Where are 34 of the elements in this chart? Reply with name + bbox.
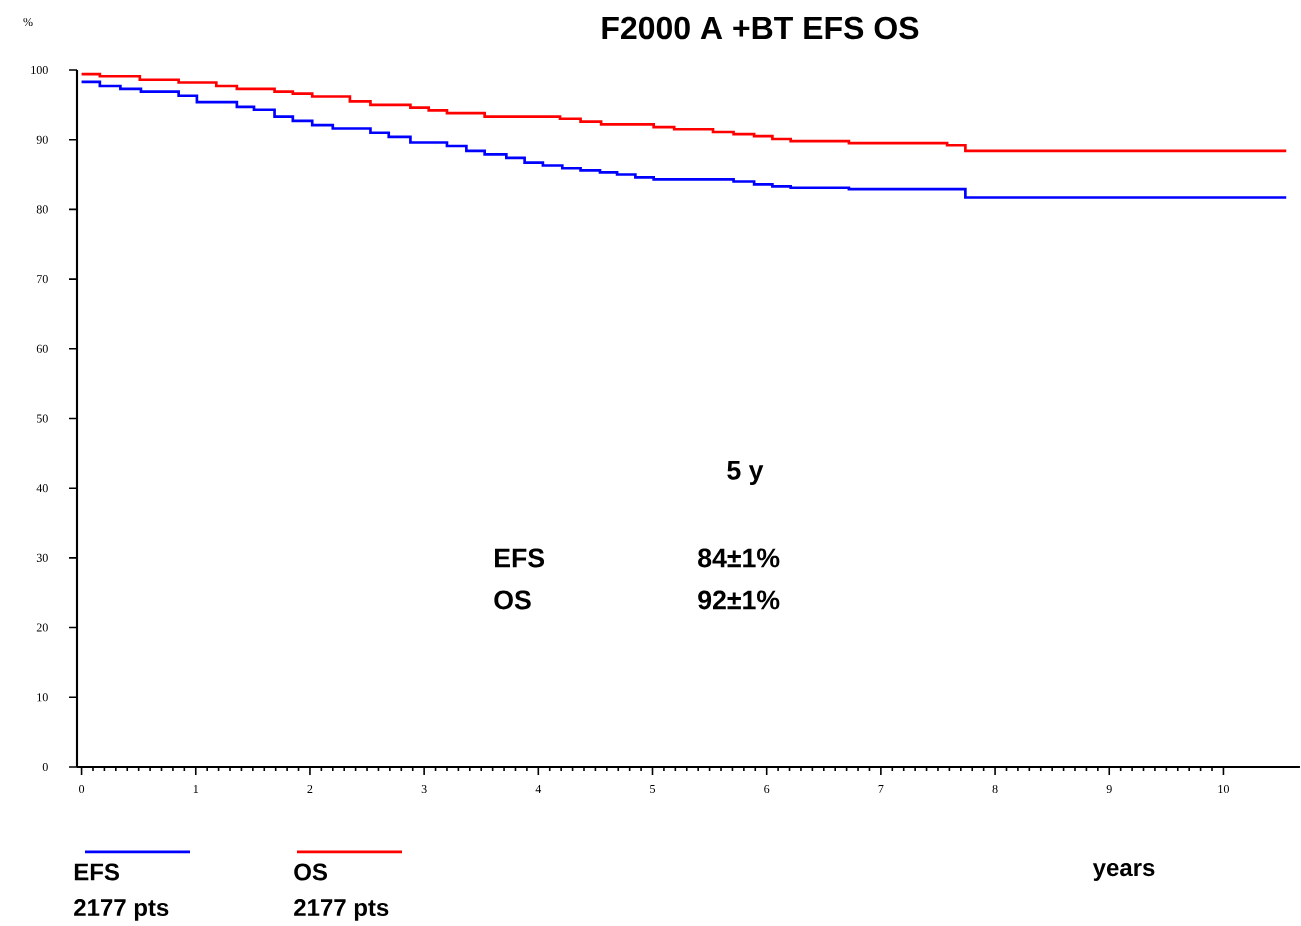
text: 2177 pts (294, 899, 389, 921)
x-tick-label: 1 (193, 785, 199, 793)
x-axis-title: years (1092, 863, 1155, 881)
x-tick-label: 8 (992, 785, 998, 794)
legend-label: OS (294, 863, 328, 881)
annotation: OS (494, 590, 531, 610)
legend-label: EFS (74, 863, 120, 881)
x-tick-label: 3 (421, 785, 427, 794)
annotation: 92±1% (698, 590, 780, 610)
y-tick-label: 40 (36, 484, 48, 493)
x-tick-label: 4 (535, 785, 542, 793)
x-tick-label: 6 (764, 785, 770, 794)
y-tick-label: 20 (36, 623, 48, 632)
y-tick-label: 80 (36, 205, 48, 214)
text: 2177 pts (74, 899, 169, 921)
y-tick-label: 10 (37, 693, 48, 702)
x-tick-label: 9 (1106, 785, 1112, 794)
annotation: 84±1% (698, 548, 780, 568)
annotation: EFS (495, 548, 545, 568)
y-tick-label: 100 (31, 65, 48, 75)
annotation: 5 y (727, 461, 764, 485)
x-tick-label: 10 (1218, 785, 1229, 794)
x-tick-label: 2 (307, 785, 313, 793)
x-tick-label: 7 (878, 785, 884, 793)
y-tick-label: 0 (42, 762, 48, 772)
x-tick-label: 5 (650, 785, 656, 793)
y-tick-label: 50 (36, 414, 48, 423)
y-tick-label: 70 (37, 275, 48, 284)
y-tick-label: 30 (36, 553, 48, 562)
x-tick-label: 0 (79, 785, 85, 794)
chart-title: F2000 A +BT EFS OS (602, 16, 919, 40)
y-tick-label: 90 (36, 135, 48, 144)
y-tick-label: 60 (36, 344, 48, 353)
y-axis-title: % (23, 17, 33, 27)
